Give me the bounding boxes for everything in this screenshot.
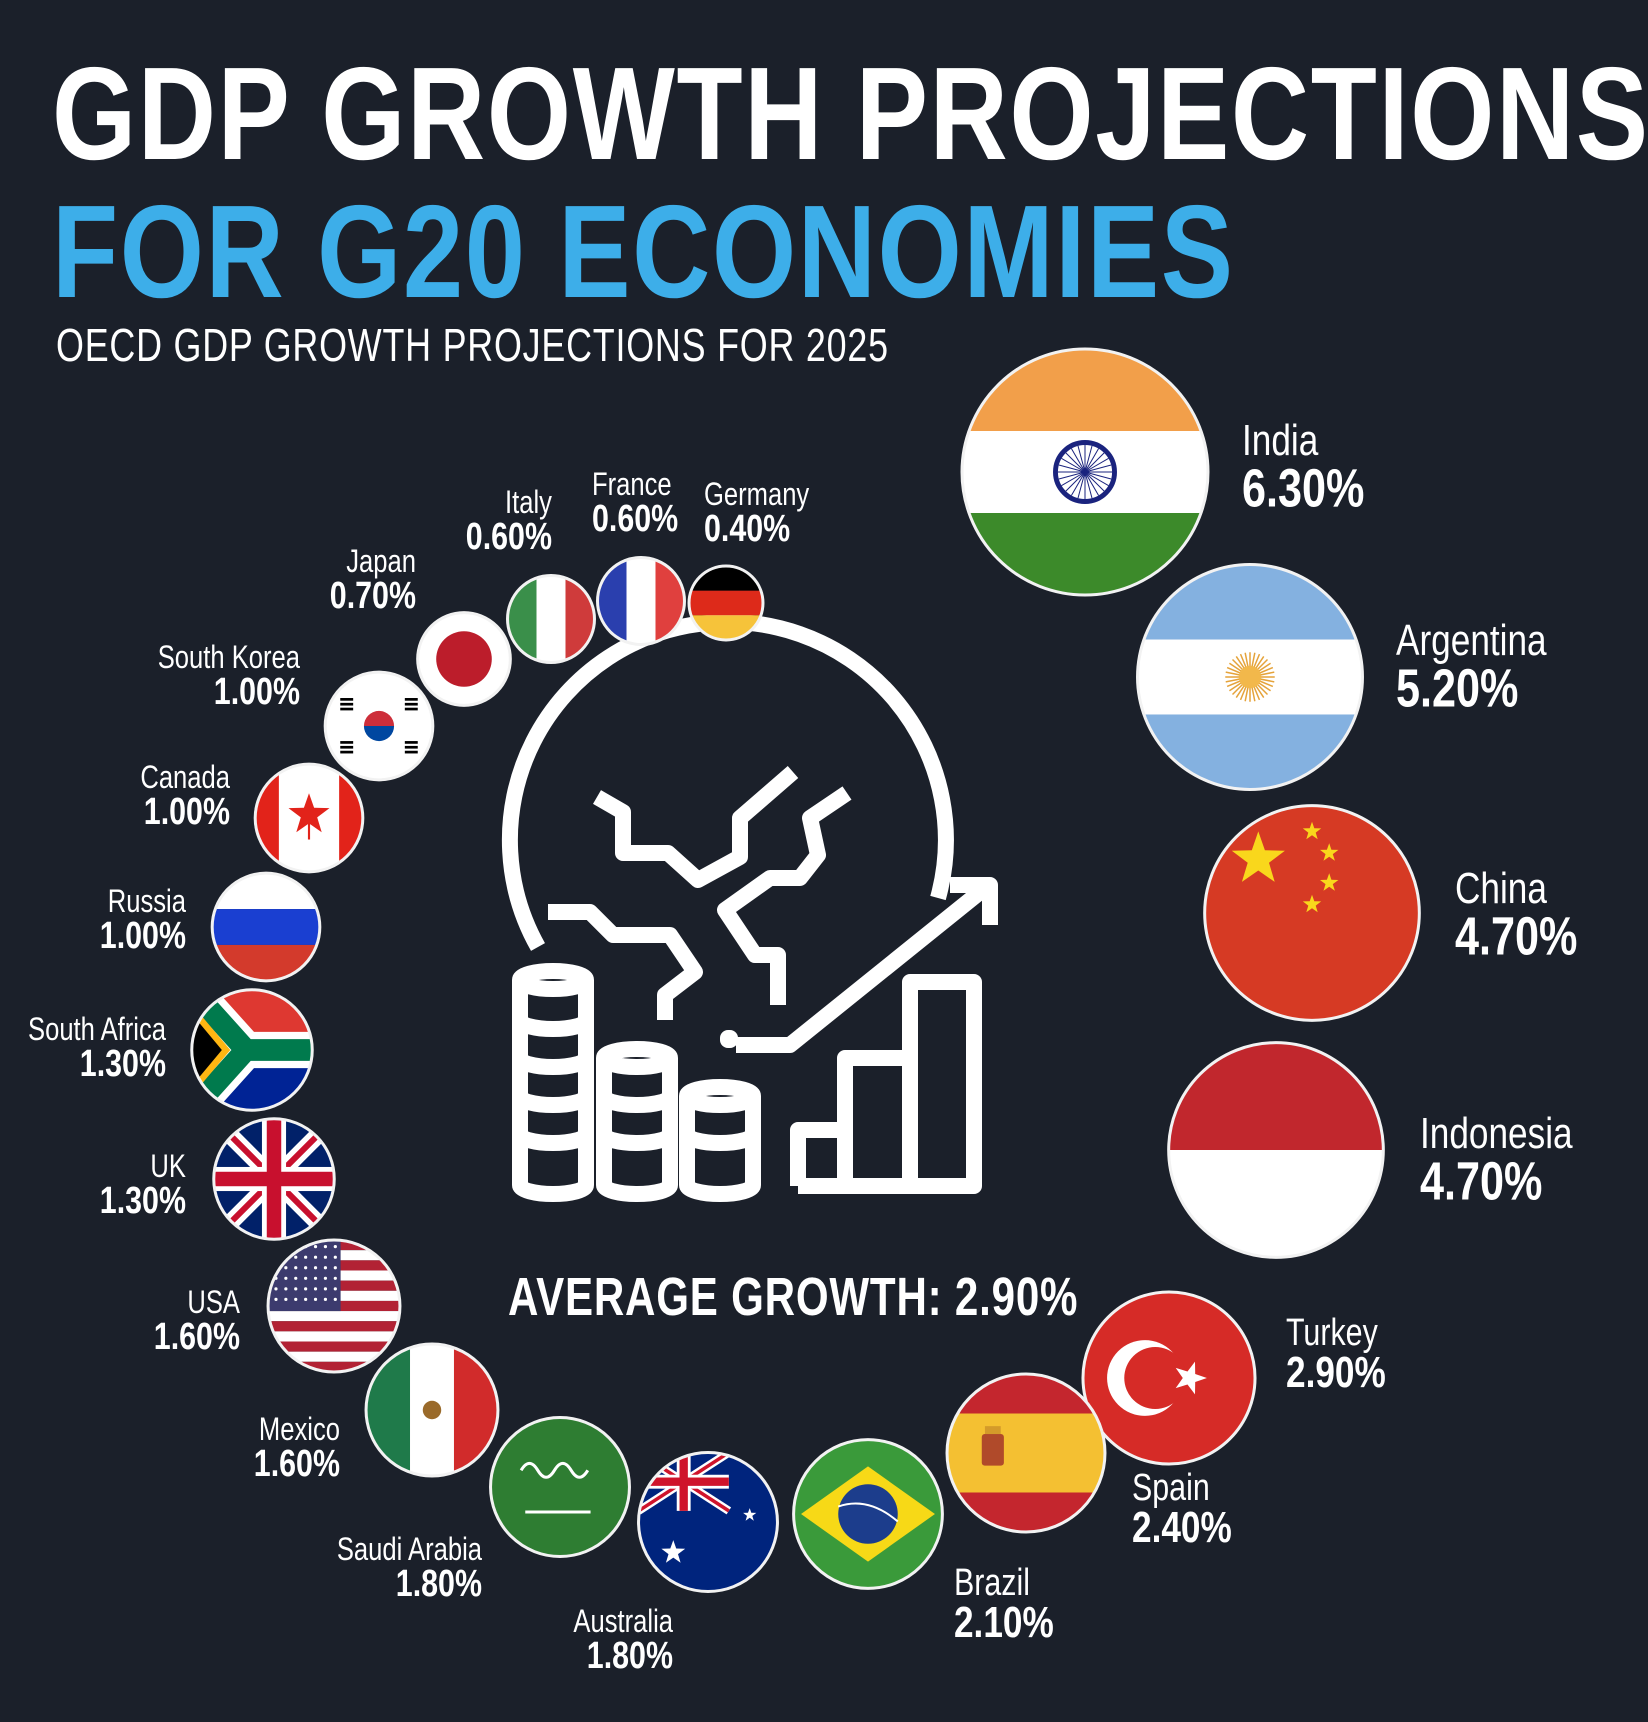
south-korea-flag-icon [325,672,433,780]
country-label: Indonesia [1420,1109,1573,1158]
country-label: Argentina [1396,616,1547,665]
bubble-outline [687,564,765,642]
value-label: 6.30% [1242,459,1364,519]
country-label: Russia [108,884,187,919]
value-label: 1.00% [144,791,230,833]
bubble-outline [1167,1041,1385,1259]
country-label: USA [187,1285,240,1320]
bubble-outline [253,762,365,874]
value-label: 2.10% [954,1598,1054,1647]
country-label: Mexico [259,1412,340,1447]
country-label: South Africa [28,1012,167,1047]
bubble-outline [637,1451,779,1593]
turkey-flag-icon [1082,1291,1256,1465]
brazil-flag-icon [793,1439,943,1589]
country-label: Saudi Arabia [337,1532,483,1567]
bubble-outline [945,1372,1107,1534]
value-label: 2.90% [1286,1348,1386,1397]
bubble-outline [323,670,435,782]
value-label: 1.00% [100,915,186,957]
value-label: 1.80% [396,1563,482,1605]
spain-flag-icon [947,1374,1105,1532]
country-label: China [1455,864,1548,913]
bubble-outline [266,1238,402,1374]
country-label: Brazil [954,1562,1030,1604]
country-label: Turkey [1286,1312,1378,1354]
value-label: 1.00% [214,671,300,713]
bubble-outline [212,1117,336,1241]
bubble-outline [416,611,512,707]
value-label: 1.60% [254,1443,340,1485]
japan-flag-icon [417,612,511,706]
country-label: Germany [704,477,810,512]
country-label: France [592,467,672,502]
value-label: 1.80% [587,1635,673,1677]
bubble-outline [1203,804,1421,1022]
value-label: 5.20% [1396,659,1518,719]
bubble-outline [489,1416,631,1558]
value-label: 4.70% [1455,907,1577,967]
bubble-outline [364,1342,500,1478]
value-label: 0.70% [330,575,416,617]
value-label: 1.30% [100,1180,186,1222]
country-label: India [1242,416,1319,465]
france-flag-icon [597,557,685,645]
average-growth-label: AVERAGE GROWTH: 2.90% [508,1267,1079,1327]
bubble-outline [960,347,1210,597]
bubble-series: India6.30%Argentina5.20%China4.70%Indone… [28,347,1577,1677]
bubble-outline [506,574,596,664]
bubble-uk: UK1.30% [100,1117,336,1241]
value-label: 4.70% [1420,1152,1542,1212]
title-line-2: FOR G20 ECONOMIES [52,178,1235,325]
bubble-outline [596,556,686,646]
bubble-outline [792,1438,944,1590]
country-label: Italy [505,485,552,520]
uk-flag-icon [213,1118,335,1240]
country-label: UK [150,1149,186,1184]
country-label: Spain [1132,1467,1210,1509]
country-label: South Korea [158,640,301,675]
subtitle: OECD GDP GROWTH PROJECTIONS FOR 2025 [56,319,889,371]
value-label: 0.40% [704,508,790,550]
value-label: 0.60% [592,498,678,540]
title-line-1: GDP GROWTH PROJECTIONS [52,40,1648,187]
country-label: Japan [346,544,416,579]
bubble-outline [210,871,322,983]
value-label: 1.60% [154,1316,240,1358]
value-label: 0.60% [466,516,552,558]
bubble-outline [1136,563,1364,791]
bubble-outline [190,988,314,1112]
value-label: 2.40% [1132,1503,1232,1552]
value-label: 1.30% [80,1043,166,1085]
saudi-arabia-flag-icon [490,1417,630,1557]
bubble-outline [1081,1290,1257,1466]
china-flag-icon [1204,805,1420,1021]
country-label: Canada [140,760,230,795]
globe-coins-growth-chart-icon [501,613,998,1202]
country-label: Australia [573,1604,673,1639]
